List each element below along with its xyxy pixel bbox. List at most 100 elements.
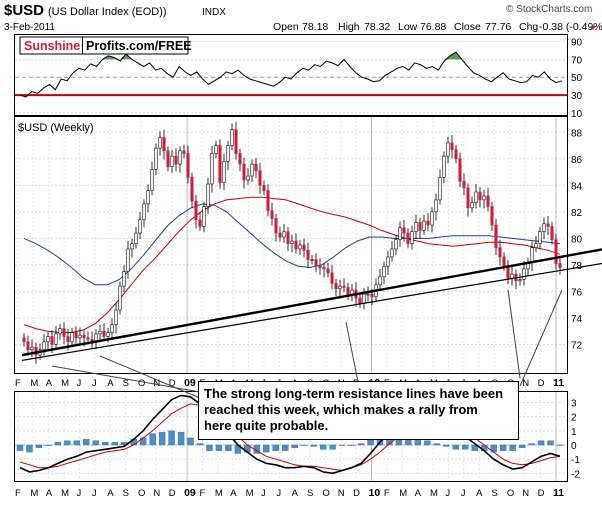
low-label: Low bbox=[398, 21, 418, 33]
candle-up bbox=[530, 247, 534, 263]
candle-up bbox=[154, 147, 158, 170]
macd-month-label: A bbox=[476, 488, 483, 499]
candle-down bbox=[346, 287, 350, 295]
candle-up bbox=[70, 332, 74, 343]
price-panel-title: $USD (Weekly) bbox=[18, 122, 94, 134]
macd-month-label: M bbox=[61, 488, 69, 499]
candle-up bbox=[250, 163, 254, 177]
candle-down bbox=[478, 191, 482, 201]
price-tick-label: 80 bbox=[571, 234, 583, 245]
open-label: Open bbox=[273, 21, 299, 33]
macd-histogram-bar bbox=[509, 444, 516, 451]
macd-histogram-bar bbox=[367, 439, 374, 446]
candle-up bbox=[350, 289, 354, 295]
candle-down bbox=[370, 293, 374, 298]
candle-down bbox=[502, 256, 506, 267]
candle-up bbox=[54, 333, 58, 345]
macd-histogram-bar bbox=[168, 430, 175, 446]
candle-down bbox=[426, 220, 430, 226]
rsi-tick-label: 70 bbox=[571, 55, 583, 66]
price-month-label: N bbox=[522, 378, 529, 389]
macd-tick-label: 3 bbox=[571, 399, 577, 410]
macd-month-label: D bbox=[169, 488, 176, 499]
candle-up bbox=[382, 265, 386, 278]
macd-histogram-bar bbox=[518, 444, 526, 449]
candle-up bbox=[138, 219, 142, 234]
price-month-label: A bbox=[107, 378, 114, 389]
candle-up bbox=[78, 334, 82, 339]
candle-up bbox=[510, 273, 514, 279]
candle-up bbox=[210, 153, 214, 185]
price-month-label: O bbox=[138, 378, 145, 389]
candle-down bbox=[490, 206, 494, 226]
candle-up bbox=[474, 191, 478, 203]
candle-down bbox=[450, 142, 454, 150]
macd-month-label: D bbox=[353, 488, 360, 499]
candle-down bbox=[506, 265, 510, 279]
candle-up bbox=[414, 222, 418, 233]
candle-up bbox=[310, 259, 314, 261]
price-tick-label: 72 bbox=[571, 340, 583, 351]
candle-down bbox=[334, 283, 338, 290]
candle-down bbox=[454, 149, 458, 160]
price-month-label: M bbox=[61, 378, 69, 389]
macd-histogram-bar bbox=[291, 444, 298, 449]
rsi-line bbox=[19, 51, 563, 98]
candle-up bbox=[338, 285, 342, 290]
candle-down bbox=[550, 226, 554, 240]
candle-up bbox=[130, 243, 134, 250]
price-month-label: N bbox=[153, 378, 160, 389]
candle-up bbox=[222, 161, 226, 183]
macd-tick-label: -1 bbox=[571, 455, 580, 466]
macd-histogram-bar bbox=[471, 444, 478, 451]
candle-down bbox=[194, 200, 198, 221]
price-month-label: J bbox=[76, 378, 81, 389]
candle-up bbox=[214, 145, 218, 154]
candle-up bbox=[386, 256, 390, 267]
resistance-trendline bbox=[21, 262, 602, 361]
candle-up bbox=[230, 129, 234, 146]
candle-up bbox=[118, 285, 122, 311]
macd-histogram-bar bbox=[35, 444, 43, 449]
annotation-pointer bbox=[99, 355, 201, 399]
candle-down bbox=[62, 328, 66, 337]
candle-down bbox=[278, 232, 282, 238]
candle-up bbox=[58, 328, 62, 335]
macd-histogram-bar bbox=[149, 433, 156, 446]
logo-sunshine: Sunshine bbox=[24, 39, 80, 53]
candle-up bbox=[202, 206, 206, 227]
candle-down bbox=[322, 267, 326, 270]
price-tick-label: 82 bbox=[571, 208, 583, 219]
candle-down bbox=[262, 185, 266, 191]
candle-up bbox=[226, 145, 230, 162]
ma-short-line bbox=[23, 196, 561, 333]
candle-down bbox=[182, 150, 186, 154]
price-month-label: D bbox=[538, 378, 545, 389]
candle-down bbox=[330, 272, 334, 284]
candle-down bbox=[22, 337, 26, 343]
close-label: Close bbox=[454, 21, 481, 33]
candle-down bbox=[486, 195, 490, 207]
macd-histogram-bar bbox=[92, 440, 99, 446]
resistance-trendline bbox=[21, 248, 602, 357]
candle-up bbox=[110, 324, 114, 333]
candle-down bbox=[286, 231, 290, 244]
macd-month-label: N bbox=[522, 488, 529, 499]
macd-month-label: 10 bbox=[369, 487, 381, 499]
macd-month-label: S bbox=[123, 488, 129, 499]
macd-histogram-bar bbox=[158, 432, 166, 446]
candle-up bbox=[390, 248, 394, 258]
price-month-label: J bbox=[92, 378, 97, 389]
candle-up bbox=[206, 183, 210, 207]
price-month-label: S bbox=[123, 378, 129, 389]
candle-up bbox=[158, 137, 162, 149]
candle-down bbox=[258, 170, 262, 186]
macd-histogram-bar bbox=[452, 444, 459, 450]
candle-up bbox=[282, 231, 286, 238]
price-tick-label: 74 bbox=[571, 314, 583, 325]
annotation-pointer bbox=[519, 289, 563, 387]
macd-histogram-bar bbox=[177, 432, 185, 446]
macd-month-label: M bbox=[430, 488, 438, 499]
candle-down bbox=[458, 158, 462, 182]
macd-histogram-bar bbox=[26, 444, 33, 453]
